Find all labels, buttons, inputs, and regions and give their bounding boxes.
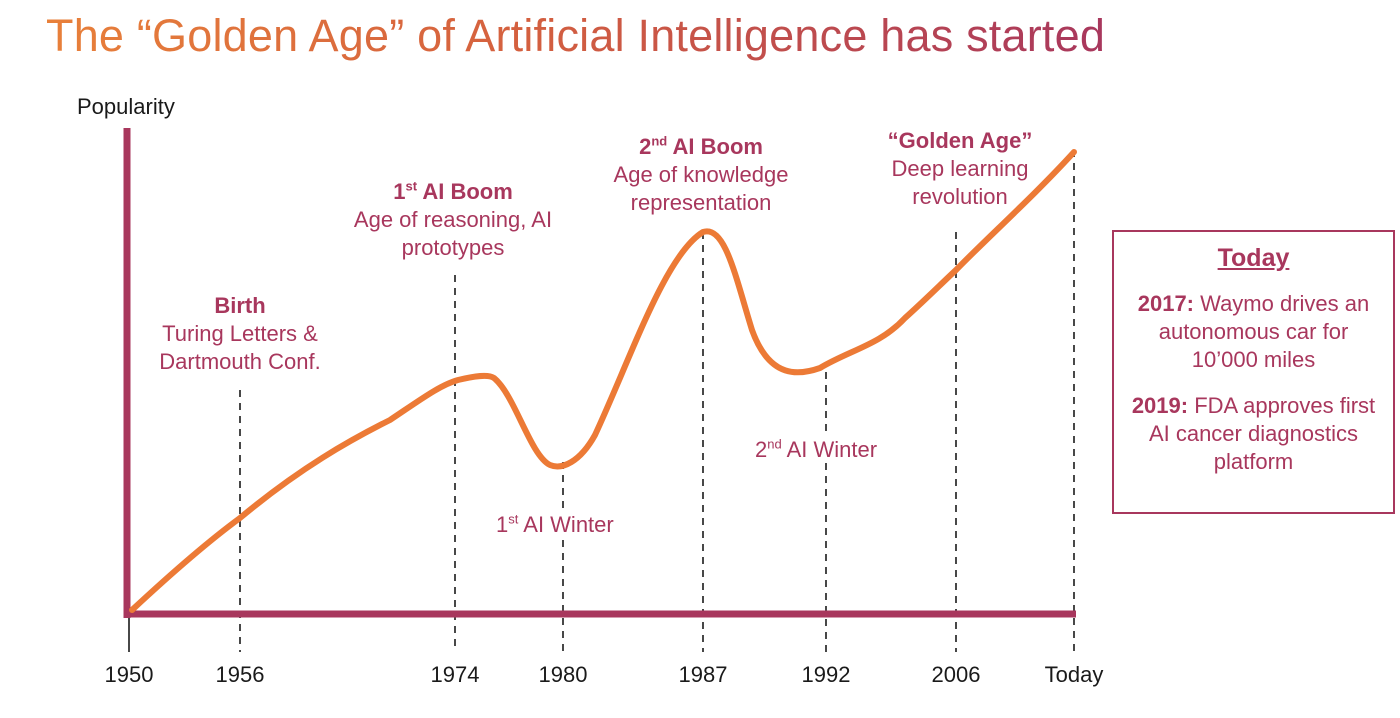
golden-age-heading: “Golden Age”	[887, 128, 1033, 153]
today-box: Today 2017: Waymo drives an autonomous c…	[1112, 230, 1395, 514]
first-winter-label: 1st AI Winter	[496, 511, 614, 538]
second-boom-line1: Age of knowledge	[613, 162, 789, 187]
x-tick-1992: 1992	[801, 662, 851, 687]
first-boom-line1: Age of reasoning, AI	[353, 207, 553, 232]
x-tick-1987: 1987	[678, 662, 728, 687]
second-boom-heading: 2nd AI Boom	[639, 133, 763, 159]
annotation-birth: Birth Turing Letters & Dartmouth Conf.	[159, 292, 320, 376]
annotation-golden-age: “Golden Age” Deep learning revolution	[888, 127, 1033, 211]
second-boom-line2: representation	[630, 190, 772, 215]
x-tick-1950: 1950	[104, 662, 154, 687]
birth-line2: Dartmouth Conf.	[159, 349, 321, 374]
second-winter-label: 2nd AI Winter	[755, 436, 878, 463]
y-axis-label: Popularity	[77, 94, 175, 119]
today-heading: Today	[1217, 244, 1290, 272]
golden-age-line2: revolution	[912, 184, 1008, 209]
x-tick-1980: 1980	[538, 662, 588, 687]
annotation-first-boom: 1st AI Boom Age of reasoning, AI prototy…	[354, 178, 552, 262]
guide-lines	[239, 150, 1075, 652]
x-tick-today: Today	[1044, 662, 1104, 687]
annotation-second-boom: 2nd AI Boom Age of knowledge representat…	[614, 133, 789, 217]
today-item-2017: 2017: Waymo drives an autonomous car for…	[1137, 291, 1370, 372]
x-tick-1956: 1956	[215, 662, 265, 687]
x-tick-2006: 2006	[931, 662, 981, 687]
golden-age-line1: Deep learning	[891, 156, 1029, 181]
birth-heading: Birth	[214, 293, 266, 318]
first-boom-heading: 1st AI Boom	[393, 178, 513, 204]
x-tick-1974: 1974	[430, 662, 480, 687]
today-item-2019: 2019: FDA approves first AI cancer diagn…	[1131, 393, 1376, 474]
page-title: The “Golden Age” of Artificial Intellige…	[46, 10, 1106, 61]
popularity-curve	[129, 149, 1077, 613]
birth-line1: Turing Letters &	[162, 321, 318, 346]
first-boom-line2: prototypes	[401, 235, 505, 260]
